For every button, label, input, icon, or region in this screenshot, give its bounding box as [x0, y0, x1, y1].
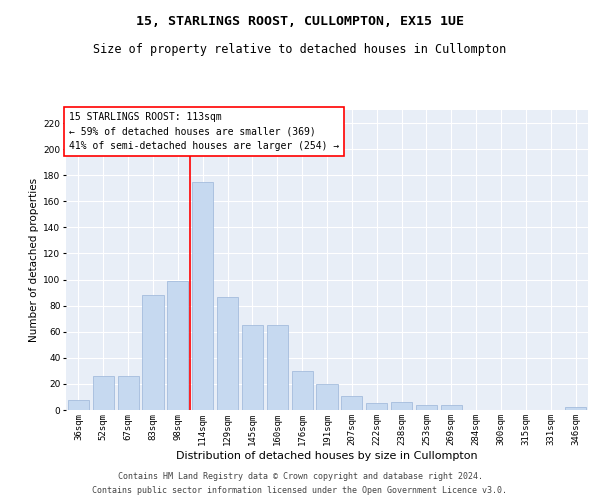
Bar [565, 408, 586, 410]
Bar [93, 376, 114, 410]
Bar [118, 376, 139, 410]
Bar [68, 400, 89, 410]
Bar [341, 396, 362, 410]
Bar [142, 295, 164, 410]
Bar [441, 405, 462, 410]
Bar [217, 296, 238, 410]
Bar [391, 402, 412, 410]
Text: Contains public sector information licensed under the Open Government Licence v3: Contains public sector information licen… [92, 486, 508, 495]
Y-axis label: Number of detached properties: Number of detached properties [29, 178, 39, 342]
Text: Contains HM Land Registry data © Crown copyright and database right 2024.: Contains HM Land Registry data © Crown c… [118, 472, 482, 481]
Bar [292, 371, 313, 410]
Bar [267, 325, 288, 410]
Bar [366, 404, 387, 410]
Text: 15 STARLINGS ROOST: 113sqm
← 59% of detached houses are smaller (369)
41% of sem: 15 STARLINGS ROOST: 113sqm ← 59% of deta… [68, 112, 339, 151]
Bar [316, 384, 338, 410]
Bar [192, 182, 213, 410]
X-axis label: Distribution of detached houses by size in Cullompton: Distribution of detached houses by size … [176, 450, 478, 460]
Bar [242, 325, 263, 410]
Text: Size of property relative to detached houses in Cullompton: Size of property relative to detached ho… [94, 42, 506, 56]
Bar [416, 405, 437, 410]
Text: 15, STARLINGS ROOST, CULLOMPTON, EX15 1UE: 15, STARLINGS ROOST, CULLOMPTON, EX15 1U… [136, 15, 464, 28]
Bar [167, 281, 188, 410]
